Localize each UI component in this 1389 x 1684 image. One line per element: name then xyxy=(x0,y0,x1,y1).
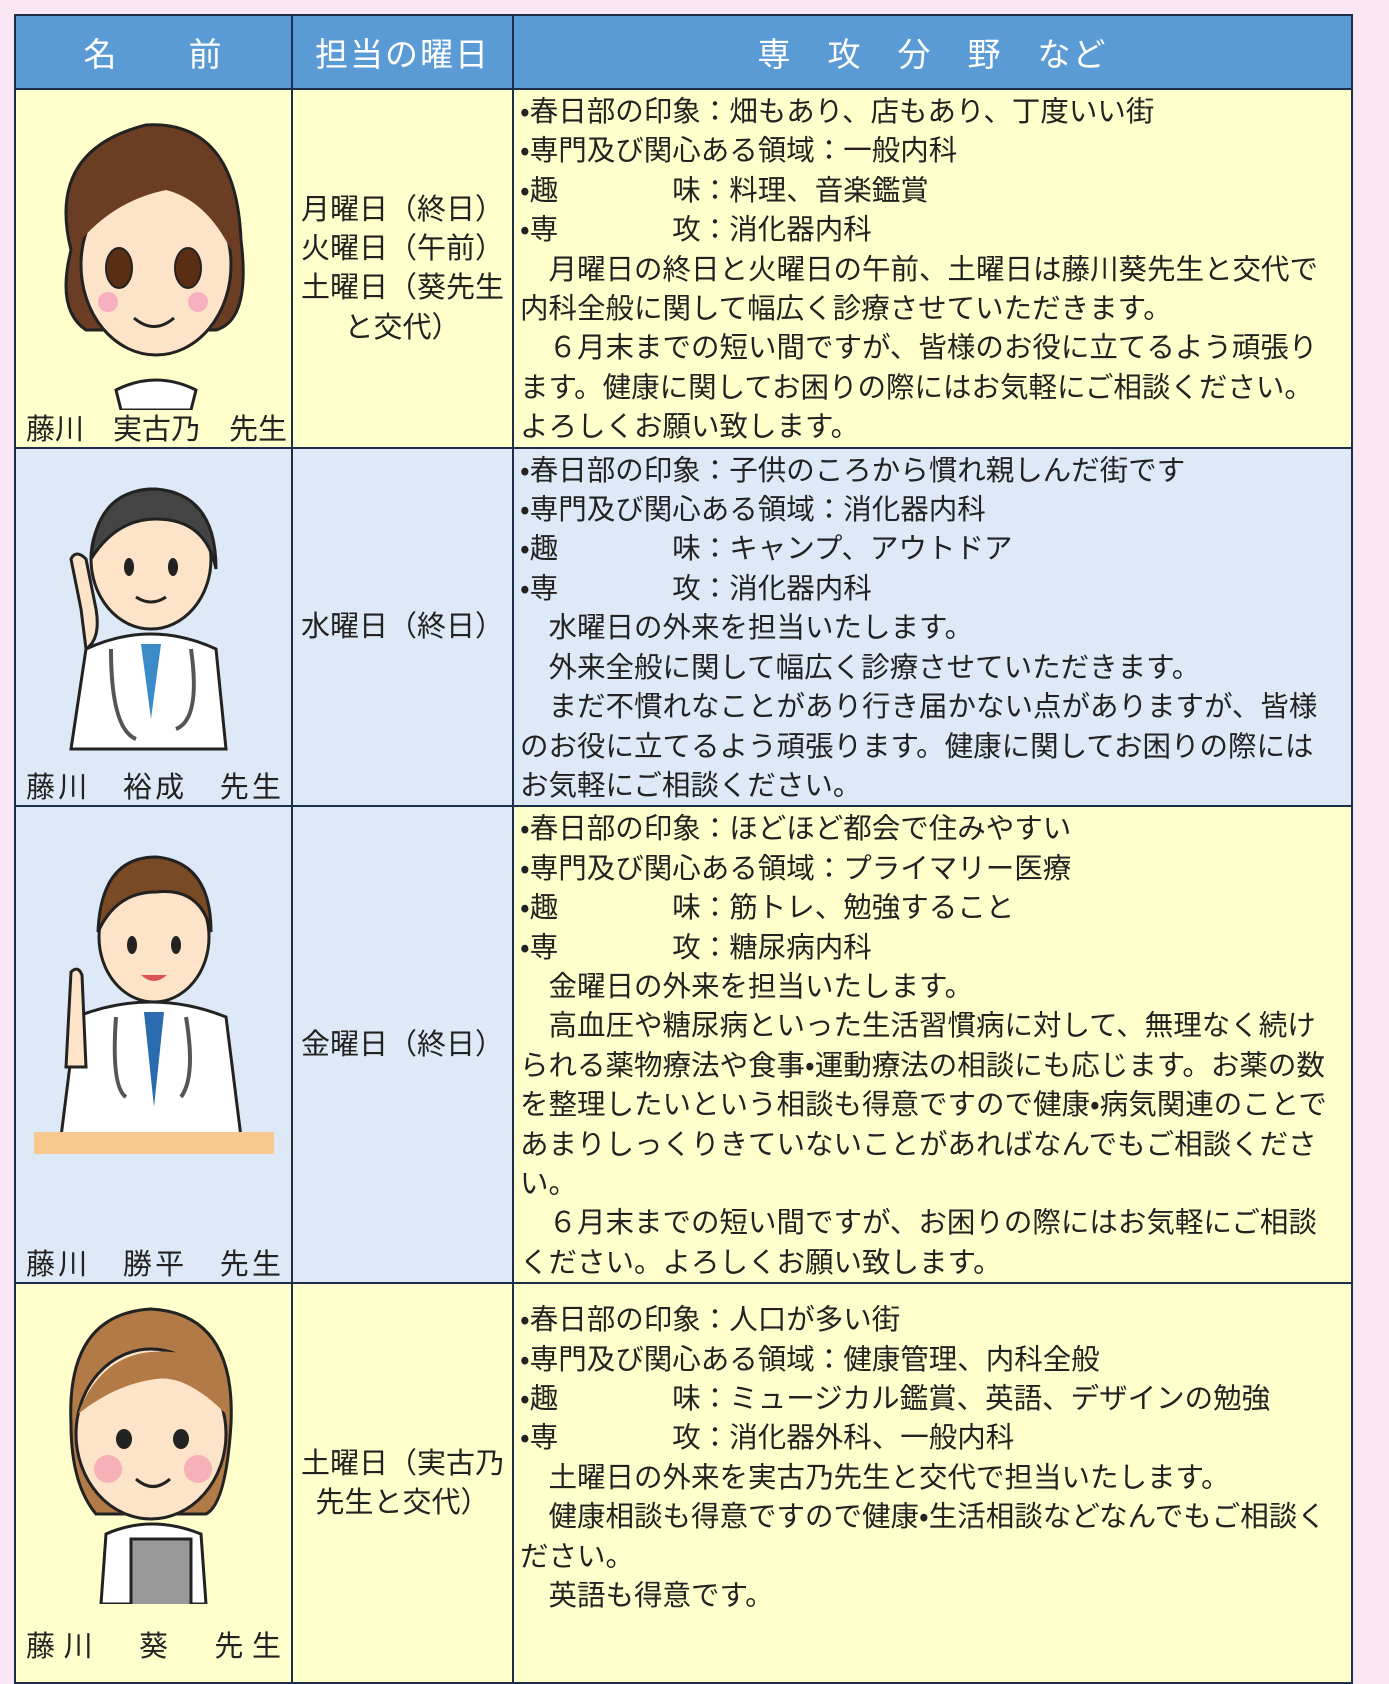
doctor-name: 藤川 実古乃 先生 xyxy=(26,411,288,446)
details-cell: ・春日部の印象：人口が多い街・専門及び関心ある領域：健康管理、内科全般・趣 味：… xyxy=(512,1282,1353,1684)
details-cell: ・春日部の印象：ほどほど都会で住みやすい ・専門及び関心ある領域：プライマリー医療… xyxy=(512,805,1353,1285)
detail-line: ・趣 味：ミュージカル鑑賞、英語、デザインの勉強 xyxy=(520,1382,1271,1415)
header-cell: 名 前 xyxy=(14,14,293,90)
detail-line: ６月末までの短い間ですが、皆様のお役に立てるよう頑張ります。健康に関してお困りの… xyxy=(520,331,1318,444)
doctor-row: 藤川 葵 先生 土曜日（実古乃 先生と交代） ・春日部の印象：人口が多い街・専門及… xyxy=(14,1282,1353,1684)
header-row: 名 前 担当の曜日 専 攻 分 野 など xyxy=(14,14,1353,90)
days-cell: 土曜日（実古乃 先生と交代） xyxy=(291,1282,514,1684)
header-cell: 担当の曜日 xyxy=(291,14,514,90)
detail-line: まだ不慣れなことがあり行き届かない点がありますが、皆様のお役に立てるよう頑張りま… xyxy=(520,690,1318,802)
detail-line: ・趣 味：キャンプ、アウトドア xyxy=(520,532,1013,566)
doctor-name: 藤川 葵 先生 xyxy=(26,1629,281,1664)
detail-line: ・専門及び関心ある領域：消化器内科 xyxy=(520,493,986,527)
day-line: 水曜日（終日） xyxy=(300,609,504,644)
days-cell: 月曜日（終日） 火曜日（午前） 土曜日（葵先生 と交代） xyxy=(291,88,514,449)
detail-line: ・専門及び関心ある領域：プライマリー医療 xyxy=(520,851,1072,885)
detail-line: ・専門及び関心ある領域：一般内科 xyxy=(520,134,958,168)
doctor-row: 藤川 裕成 先生 水曜日（終日） ・春日部の印象：子供のころから慣れ親しんだ街で… xyxy=(14,446,1353,808)
detail-line: 月曜日の終日と火曜日の午前、土曜日は藤川葵先生と交代で内科全般に関して幅広く診療… xyxy=(520,252,1319,326)
detail-line: ６月末までの短い間ですが、お困りの際にはお気軽にご相談ください。よろしくお願い致… xyxy=(520,1206,1317,1279)
days-cell: 金曜日（終日） xyxy=(291,805,514,1285)
detail-line: ・専 攻：消化器内科 xyxy=(520,213,872,247)
doctor-illustration xyxy=(34,855,274,1155)
doctor-table: 名 前 担当の曜日 専 攻 分 野 など 藤川 実古乃 先生 月曜日（終日） 火曜… xyxy=(14,14,1353,1684)
details-cell: ・春日部の印象：畑もあり、店もあり、丁度いい街 ・専門及び関心ある領域：一般内科・… xyxy=(512,88,1353,449)
detail-line: ・専 攻：消化器外科、一般内科 xyxy=(520,1421,1015,1455)
day-line: 土曜日（実古乃 xyxy=(300,1445,504,1480)
doctor-row: 藤川 実古乃 先生 月曜日（終日） 火曜日（午前） 土曜日（葵先生 と交代） ・春日部… xyxy=(14,88,1353,449)
detail-line: ・春日部の印象：ほどほど都会で住みやすい xyxy=(520,812,1072,846)
name-cell: 藤川 勝平 先生 xyxy=(14,805,293,1285)
day-line: 金曜日（終日） xyxy=(300,1027,504,1062)
day-line: 先生と交代） xyxy=(315,1485,490,1520)
detail-line: ・専 攻：糖尿病内科 xyxy=(520,930,872,964)
detail-line: 土曜日の外来を実古乃先生と交代で担当いたします。 xyxy=(520,1460,1230,1494)
detail-line: 水曜日の外来を担当いたします。 xyxy=(520,611,974,645)
day-line: 土曜日（葵先生 xyxy=(300,270,504,305)
detail-line: 外来全般に関して幅広く診療させていただきます。 xyxy=(520,650,1201,684)
detail-line: 金曜日の外来を担当いたします。 xyxy=(520,969,974,1003)
days-cell: 水曜日（終日） xyxy=(291,446,514,808)
doctor-row: 藤川 勝平 先生 金曜日（終日） ・春日部の印象：ほどほど都会で住みやすい ・専門… xyxy=(14,805,1353,1285)
day-line: 火曜日（午前） xyxy=(300,230,504,265)
detail-line: ・春日部の印象：畑もあり、店もあり、丁度いい街 xyxy=(520,95,1155,128)
day-line: 月曜日（終日） xyxy=(300,191,504,226)
detail-line: 高血圧や糖尿病といった生活習慣病に対して、無理なく続けられる薬物療法や食事・運動… xyxy=(520,1009,1327,1200)
detail-line: 健康相談も得意ですので健康・生活相談などなんでもご相談ください。 xyxy=(520,1500,1326,1573)
doctor-illustration xyxy=(64,123,245,410)
day-line: と交代） xyxy=(344,309,461,344)
name-cell: 藤川 実古乃 先生 xyxy=(14,88,293,449)
detail-line: ・専 攻：消化器内科 xyxy=(520,571,872,605)
doctor-illustration xyxy=(69,1307,233,1605)
details-cell: ・春日部の印象：子供のころから慣れ親しんだ街です ・専門及び関心ある領域：消化器内… xyxy=(512,446,1353,808)
doctor-name: 藤川 勝平 先生 xyxy=(26,1247,281,1282)
detail-line: ・春日部の印象：人口が多い街 xyxy=(520,1303,901,1337)
detail-line: ・専門及び関心ある領域：健康管理、内科全般 xyxy=(520,1342,1100,1376)
detail-line: ・趣 味：筋トレ、勉強すること xyxy=(520,891,1015,925)
page: 名 前 担当の曜日 専 攻 分 野 など 藤川 実古乃 先生 月曜日（終日） 火曜… xyxy=(14,14,1353,1684)
detail-line: ・趣 味：料理、音楽鑑賞 xyxy=(520,173,929,207)
doctor-name: 藤川 裕成 先生 xyxy=(26,770,281,805)
name-cell: 藤川 裕成 先生 xyxy=(14,446,293,808)
detail-line: ・春日部の印象：子供のころから慣れ親しんだ街です xyxy=(520,453,1186,487)
detail-line: 英語も得意です。 xyxy=(520,1579,774,1613)
name-cell: 藤川 葵 先生 xyxy=(14,1282,293,1684)
header-cell: 専 攻 分 野 など xyxy=(512,14,1353,90)
doctor-illustration xyxy=(69,487,228,751)
